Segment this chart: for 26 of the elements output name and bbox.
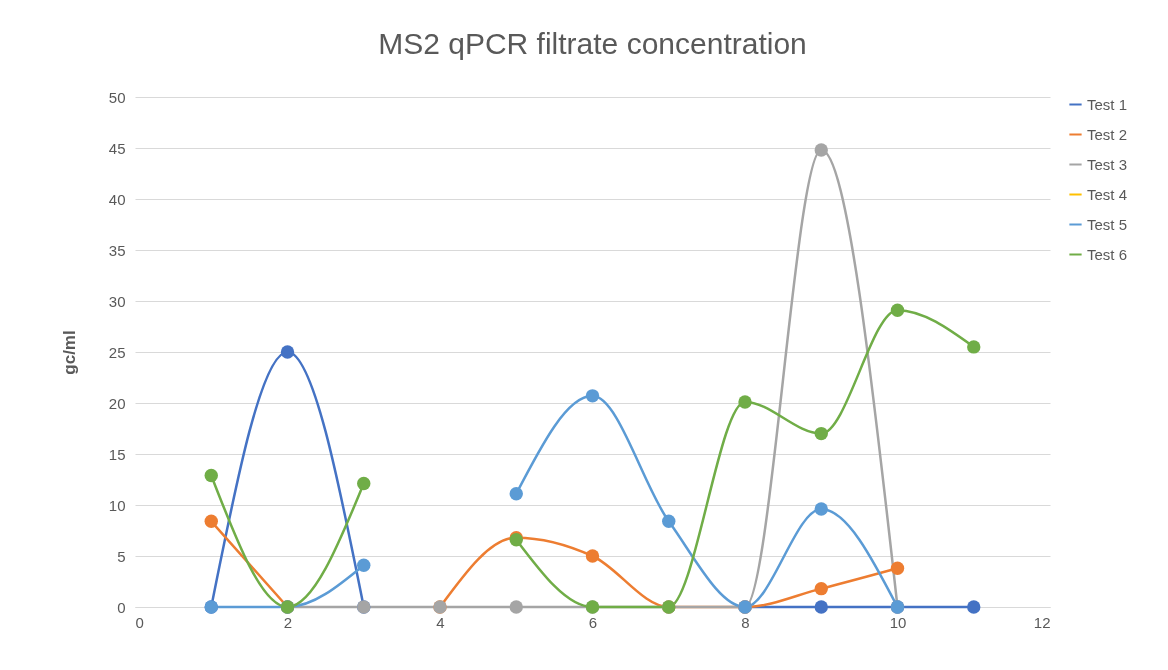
y-tick-label: 35 xyxy=(108,241,126,259)
legend-label: Test 6 xyxy=(1087,245,1128,263)
y-tick-label: 10 xyxy=(108,496,126,514)
y-tick-label: 50 xyxy=(108,88,126,106)
legend-label: Test 5 xyxy=(1087,215,1128,233)
y-tick-label: 25 xyxy=(108,343,126,361)
y-axis-title: gc/ml xyxy=(59,330,79,375)
x-tick-label: 0 xyxy=(135,613,144,631)
x-tick-label: 10 xyxy=(889,613,907,631)
x-tick-label: 6 xyxy=(588,613,598,631)
x-tick-label: 8 xyxy=(741,613,750,631)
y-tick-label: 20 xyxy=(108,394,126,412)
y-tick-label: 45 xyxy=(108,139,126,157)
y-tick-label: 0 xyxy=(117,598,126,616)
legend-label: Test 3 xyxy=(1087,155,1128,173)
legend-label: Test 1 xyxy=(1087,95,1128,113)
y-tick-label: 5 xyxy=(117,547,126,565)
x-tick-label: 4 xyxy=(436,613,445,631)
legend-label: Test 2 xyxy=(1087,125,1128,143)
y-tick-label: 15 xyxy=(108,445,126,463)
legend-label: Test 4 xyxy=(1087,185,1128,203)
y-tick-label: 30 xyxy=(108,292,126,310)
y-tick-label: 40 xyxy=(108,190,126,208)
chart-title: MS2 qPCR filtrate concentration xyxy=(378,27,807,60)
x-tick-label: 12 xyxy=(1033,613,1051,631)
x-tick-label: 2 xyxy=(283,613,293,631)
